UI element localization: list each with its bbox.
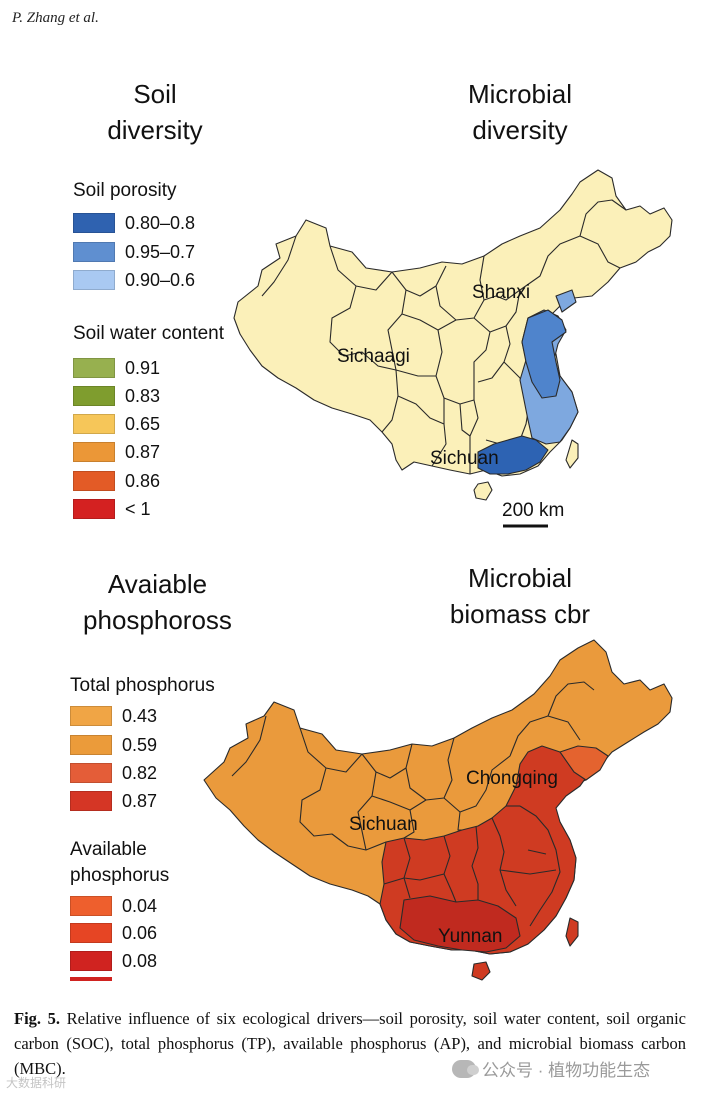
legend-label: 0.08 (122, 950, 158, 971)
map-top-island-hainan (473, 481, 493, 501)
legend-heading-available-phosphorus-line2: phosphorus (70, 865, 170, 886)
legend-swatch (70, 735, 112, 755)
legend-item: 0.87 (73, 441, 160, 463)
legend-label: 0.86 (125, 470, 161, 491)
map-bottom-region-east (379, 745, 591, 955)
map-bottom-region-deep (399, 895, 521, 953)
legend-swatch (73, 414, 115, 434)
legend-swatch (73, 270, 115, 290)
legend-label: 0.95–0.7 (125, 241, 196, 262)
panel-title-microbial-biomass: Microbial biomass cbr (430, 560, 610, 632)
legend-item: 0.91 (73, 357, 160, 379)
title-line: diversity (107, 115, 203, 145)
legend-item: 0.04 (70, 895, 157, 917)
map-top-region-dark (477, 435, 549, 475)
legend-label: 0.80–0.8 (125, 212, 196, 233)
legend-item: 0.06 (70, 922, 157, 944)
legend-item: 0.83 (73, 385, 160, 407)
map-bottom-borders (231, 681, 595, 927)
figure-label: Fig. 5. (14, 1009, 61, 1028)
map-top-label-west: Sichaagi (337, 346, 410, 367)
title-line: Microbial (467, 79, 573, 109)
legend-item: 0.86 (73, 470, 160, 492)
legend-swatch (73, 358, 115, 378)
legend-swatch (70, 763, 112, 783)
legend-item: 0.80–0.8 (73, 212, 195, 234)
legend-item: 0.43 (70, 705, 157, 727)
legend-swatch (73, 442, 115, 462)
legend-swatch (70, 951, 112, 971)
legend-heading-soil-water: Soil water content (73, 323, 225, 344)
title-line: phosphoross (83, 605, 232, 635)
map-bottom-label-north: Chongqing (466, 768, 558, 789)
panel-title-microbial-diversity: Microbial diversity (445, 76, 595, 148)
legend-item: 0.65 (73, 413, 160, 435)
legend-heading-total-phosphorus: Total phosphorus (70, 675, 215, 696)
legend-swatch (70, 791, 112, 811)
legend-item: 0.08 (70, 950, 157, 972)
legend-swatch (70, 923, 112, 943)
legend-label: 0.90–0.6 (125, 269, 196, 290)
legend-label: 0.43 (122, 705, 158, 726)
legend-item: 0.82 (70, 762, 157, 784)
legend-label: 0.82 (122, 762, 158, 783)
map-top-country (233, 169, 673, 477)
legend-swatch (73, 213, 115, 233)
legend-swatch (73, 499, 115, 519)
map-top (233, 169, 673, 501)
watermark: 公众号 · 植物功能生态 (452, 1056, 650, 1081)
map-bottom-label-south: Yunnan (438, 926, 502, 947)
legend-heading-available-phosphorus-line1: Available (70, 839, 147, 860)
legend-swatch (73, 386, 115, 406)
title-line: Soil (133, 79, 177, 109)
map-top-peninsula (555, 289, 577, 313)
legend-item: 0.87 (70, 790, 157, 812)
legend-label: 0.06 (122, 922, 158, 943)
panel-title-soil-diversity: Soil diversity (95, 76, 215, 148)
legend-label: 0.87 (125, 441, 161, 462)
map-bottom (203, 639, 673, 981)
map-bottom-island-hainan (471, 961, 491, 981)
legend-label: < 1 (125, 498, 151, 519)
map-top-region-light (519, 309, 579, 445)
legend-item: 0.90–0.6 (73, 269, 195, 291)
legend-swatch (73, 471, 115, 491)
watermark-left: 大数据科研 (6, 1076, 67, 1090)
legend-label: 0.59 (122, 734, 158, 755)
title-line: diversity (472, 115, 568, 145)
map-top-label-north: Shanxi (472, 282, 530, 303)
wechat-icon (452, 1059, 479, 1078)
map-bottom-label-west: Sichuan (349, 814, 418, 835)
panel-title-available-phosphorus: Avaiable phosphoross (70, 566, 245, 638)
title-line: biomass cbr (449, 599, 591, 629)
map-bottom-island-taiwan (565, 917, 579, 947)
map-top-label-south: Sichuan (430, 448, 499, 469)
map-top-region-mid (521, 309, 567, 399)
map-top-island-taiwan (565, 439, 579, 469)
legend-swatch (70, 896, 112, 916)
legend-item: < 1 (73, 498, 151, 520)
title-line: Avaiable (107, 569, 208, 599)
legend-label: 0.83 (125, 385, 161, 406)
legend-swatch (70, 706, 112, 726)
author-header: P. Zhang et al. (12, 10, 99, 26)
watermark-text: 公众号 · 植物功能生态 (482, 1061, 651, 1080)
scale-bar-label: 200 km (502, 500, 564, 521)
legend-item: 0.95–0.7 (73, 241, 195, 263)
caption-text: Relative influence of six ecological dri… (14, 1009, 686, 1078)
legend-label: 0.91 (125, 357, 161, 378)
legend-label: 0.04 (122, 895, 158, 916)
legend-item: 0.59 (70, 734, 157, 756)
map-bottom-country (203, 639, 673, 955)
map-top-borders (261, 199, 627, 474)
legend-heading-soil-porosity: Soil porosity (73, 180, 177, 201)
legend-swatch-partial (70, 977, 112, 981)
legend-label: 0.87 (122, 790, 158, 811)
figure-caption: Fig. 5. Relative influence of six ecolog… (14, 1006, 686, 1081)
title-line: Microbial (467, 563, 573, 593)
map-bottom-region-accent (559, 745, 609, 781)
legend-swatch (73, 242, 115, 262)
legend-label: 0.65 (125, 413, 161, 434)
